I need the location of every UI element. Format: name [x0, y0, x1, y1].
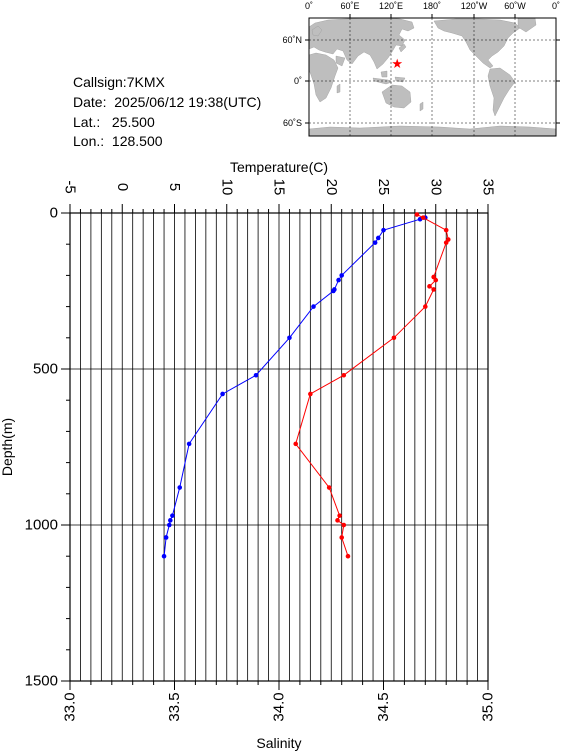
temperature-data-point — [336, 277, 341, 283]
land-new-zealand — [419, 101, 424, 112]
salinity-data-point — [420, 215, 426, 220]
temperature-tick-label: -5 — [62, 180, 79, 193]
temperature-data-point — [186, 441, 192, 447]
salinity-tick-label: 33.5 — [166, 692, 183, 721]
land-australia — [381, 84, 412, 109]
profile-chart: -5 0 5 10 15 20 25 30 35 33.0 33.5 34.0 34.5 35.0 0 5… — [0, 159, 497, 751]
latitude-text: Lat.: 25.500 — [73, 114, 155, 130]
land-japan — [398, 43, 407, 53]
salinity-tick-label: 34.0 — [271, 692, 288, 721]
map-lon-label-60w: 60˚W — [504, 1, 526, 11]
land-scandinavia — [311, 25, 323, 37]
salinity-data-point — [414, 212, 420, 217]
temperature-data-point — [375, 235, 381, 241]
salinity-data-point — [443, 227, 449, 233]
longitude-text: Lon.: 128.500 — [73, 133, 163, 149]
salinity-axis: 33.0 33.5 34.0 34.5 35.0 — [62, 681, 497, 722]
salinity-axis-title: Salinity — [256, 735, 301, 751]
temperature-data-point — [177, 485, 183, 490]
temperature-data-point — [331, 288, 336, 294]
depth-tick-label: 1500 — [25, 673, 58, 690]
map-lon-label-120e: 120˚E — [379, 1, 403, 11]
temperature-data-point — [381, 227, 386, 233]
salinity-tick-label: 33.0 — [62, 692, 79, 721]
salinity-data-point — [337, 513, 342, 518]
temperature-tick-label: 20 — [323, 179, 340, 196]
temperature-tick-label: 30 — [427, 179, 444, 196]
temperature-data-point — [163, 535, 169, 540]
temperature-axis: -5 0 5 10 15 20 25 30 35 — [62, 179, 497, 213]
temperature-tick-label: 0 — [114, 183, 131, 191]
salinity-tick-label: 34.5 — [375, 692, 392, 721]
temperature-data-point — [339, 273, 345, 278]
salinity-data-point — [345, 553, 351, 559]
map-ticks — [305, 14, 560, 124]
depth-tick-label: 0 — [50, 205, 58, 222]
salinity-data-point — [427, 284, 432, 289]
map-lon-label-60e: 60˚E — [340, 1, 359, 11]
temperature-tick-label: 35 — [480, 179, 497, 196]
depth-axis: 0 500 1000 1500 — [25, 205, 70, 690]
station-star-icon: ★ — [391, 56, 403, 71]
depth-axis-title: Depth(m) — [0, 418, 15, 476]
salinity-data-point — [326, 485, 332, 490]
map-lat-label-60s: 60˚S — [283, 118, 302, 128]
land-madagascar — [336, 83, 341, 94]
depth-tick-label: 500 — [33, 361, 58, 378]
temperature-data-point — [287, 335, 292, 341]
temperature-axis-title: Temperature(C) — [230, 159, 328, 175]
salinity-data-point — [391, 335, 397, 341]
map-lon-label-180: 180˚ — [423, 1, 441, 11]
temperature-data-point — [311, 304, 316, 309]
temperature-data-point — [170, 513, 175, 518]
map-lat-label-60n: 60˚N — [282, 35, 302, 45]
salinity-data-point — [308, 391, 313, 397]
map-lat-label-0: 0˚ — [294, 76, 302, 86]
land-antarctica — [308, 125, 557, 137]
series-lines — [161, 212, 451, 559]
temperature-data-point — [253, 372, 259, 378]
temperature-tick-label: 10 — [218, 179, 235, 196]
land-africa — [308, 52, 339, 103]
salinity-data-point — [341, 372, 347, 378]
salinity-data-point — [433, 277, 439, 283]
salinity-data-point — [293, 441, 299, 447]
temperature-data-point — [372, 240, 378, 245]
callsign-text: Callsign:7KMX — [73, 74, 165, 90]
temperature-data-point — [166, 522, 172, 528]
vertical-grid — [80, 213, 478, 681]
salinity-data-point — [339, 535, 345, 540]
salinity-data-point — [431, 287, 436, 292]
land-arabia — [335, 55, 346, 67]
temperature-data-point — [161, 553, 167, 559]
temperature-data-point — [220, 391, 225, 397]
world-map: 0˚ 60˚E 120˚E 180˚ 120˚W 60˚W 0˚ 60˚N 0˚… — [282, 1, 560, 137]
land-south-america — [487, 67, 516, 117]
salinity-data-point — [335, 518, 340, 523]
date-text: Date: 2025/06/12 19:38(UTC) — [73, 94, 262, 110]
salinity-data-point — [423, 304, 428, 309]
map-lon-label-0-east: 0˚ — [552, 1, 560, 11]
salinity-tick-label: 35.0 — [480, 692, 497, 721]
depth-tick-label: 1000 — [25, 517, 58, 534]
land-north-america — [433, 18, 521, 69]
map-lon-label-120w: 120˚W — [461, 1, 488, 11]
map-graticule — [309, 18, 556, 136]
temperature-data-point — [168, 518, 173, 523]
salinity-data-point — [341, 522, 347, 528]
temperature-tick-label: 25 — [375, 179, 392, 196]
salinity-data-point — [443, 240, 449, 245]
land-new-guinea — [394, 76, 406, 83]
map-lon-label-0: 0˚ — [305, 1, 313, 11]
map-land — [308, 17, 557, 137]
land-borneo — [380, 70, 388, 78]
temperature-tick-label: 5 — [166, 183, 183, 191]
temperature-tick-label: 15 — [271, 179, 288, 196]
